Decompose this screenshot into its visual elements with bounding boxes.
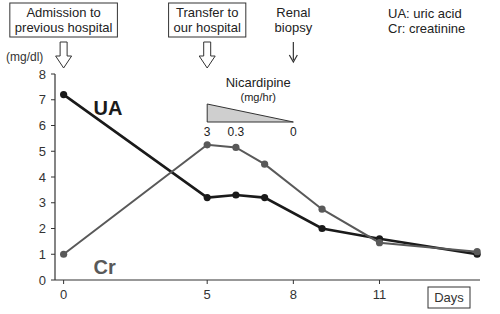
x-tick — [379, 280, 380, 284]
y-axis-label: (mg/dl) — [6, 50, 43, 64]
point — [204, 141, 211, 148]
y-tick-label: 8 — [39, 67, 46, 82]
nicardipine-label: Nicardipine — [226, 75, 291, 90]
event-label: Transfer to — [176, 5, 238, 20]
x-tick — [207, 280, 208, 284]
note: UA: uric acid — [388, 6, 462, 21]
y-tick-label: 0 — [39, 273, 46, 288]
series-label: UA — [94, 97, 123, 119]
y-tick — [51, 151, 55, 152]
event-arrow — [199, 42, 215, 68]
event-label: previous hospital — [15, 20, 113, 35]
x-label-box — [428, 287, 470, 308]
x-tick-label: 8 — [290, 287, 297, 302]
x-axis-label: Days — [434, 290, 464, 305]
point — [261, 194, 268, 201]
y-tick — [51, 280, 55, 281]
event-box — [169, 3, 246, 37]
x-tick-label: 5 — [204, 287, 211, 302]
point — [474, 248, 481, 255]
point — [232, 144, 239, 151]
y-tick — [51, 99, 55, 100]
x-tick — [63, 280, 64, 284]
y-tick-label: 5 — [39, 144, 46, 159]
y-tick — [51, 202, 55, 203]
point — [261, 161, 268, 168]
point — [204, 194, 211, 201]
event-arrow — [293, 42, 294, 60]
event-label: Renal — [276, 5, 310, 20]
point — [318, 225, 325, 232]
plot-area — [60, 91, 481, 258]
y-tick-label: 7 — [39, 92, 46, 107]
x-tick-label: 11 — [373, 287, 387, 302]
x-tick-label: 0 — [60, 287, 67, 302]
y-tick-label: 1 — [39, 247, 46, 262]
nicardipine-dose: 0 — [290, 125, 297, 139]
note: Cr: creatinine — [388, 21, 465, 36]
event-label: our hospital — [174, 20, 241, 35]
y-tick-label: 6 — [39, 118, 46, 133]
event-arrowhead — [289, 55, 297, 62]
y-tick — [51, 228, 55, 229]
x-axis — [55, 279, 480, 280]
y-tick — [51, 254, 55, 255]
nicardipine-dose: 0.3 — [228, 125, 245, 139]
y-tick — [51, 177, 55, 178]
point — [376, 239, 383, 246]
nicardipine-unit: (mg/hr) — [241, 91, 276, 103]
nicardipine-taper — [207, 104, 293, 122]
y-tick-label: 4 — [39, 170, 46, 185]
x-tick — [293, 280, 294, 284]
y-tick-label: 3 — [39, 195, 46, 210]
point — [318, 206, 325, 213]
y-tick — [51, 125, 55, 126]
point — [60, 91, 67, 98]
series-line — [64, 95, 478, 255]
event-label: biopsy — [275, 20, 313, 35]
y-tick — [51, 74, 55, 75]
series-label: Cr — [94, 256, 116, 278]
point — [60, 251, 67, 258]
y-tick-label: 2 — [39, 221, 46, 236]
event-label: Admission to — [26, 5, 100, 20]
event-box — [10, 3, 118, 37]
nicardipine-dose: 3 — [204, 125, 211, 139]
point — [232, 191, 239, 198]
event-arrow — [56, 42, 72, 68]
series-line — [64, 145, 478, 254]
chart: 0 1 2 3 4 5 6 7 8 0 5 8 11 (mg/dl) Days UA Cr Admission t… — [0, 0, 500, 314]
